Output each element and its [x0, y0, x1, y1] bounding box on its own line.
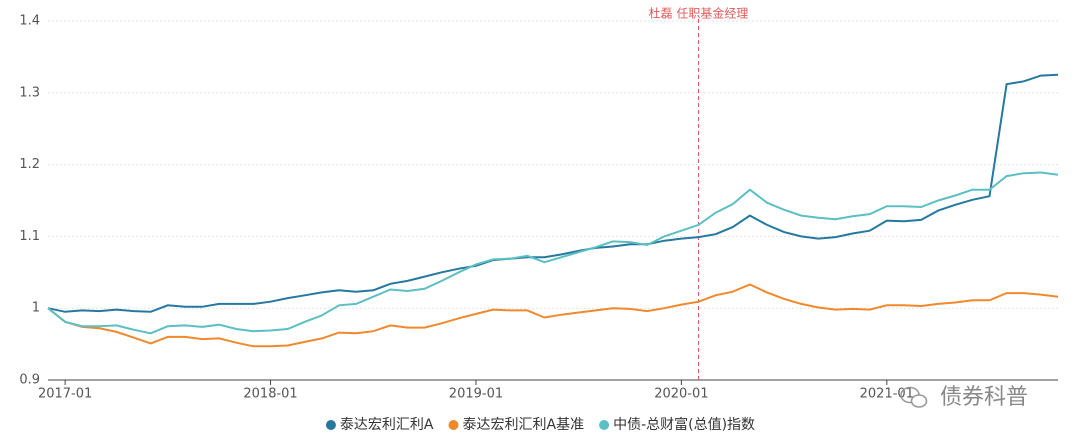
legend-swatch [325, 420, 336, 430]
annotation: 杜磊 任职基金经理 [649, 6, 749, 21]
y-tick-label: 1.2 [19, 157, 40, 172]
x-tick-label: 2018-01 [243, 387, 297, 402]
line [47, 171, 1059, 335]
y-tick-label: 1.3 [19, 85, 40, 100]
x-tick-label: 2021-01 [860, 387, 914, 402]
x-tick-label: 2019-01 [449, 387, 503, 402]
legend-label: 泰达宏利汇利A [340, 417, 434, 433]
plot: 0.9 1 1.1 1.2 1.3 1.4 2017-01 2018-01 2019-01 202… [19, 6, 1059, 433]
legend-label: 中债-总财富(总值)指数 [613, 416, 755, 433]
legend-swatch [448, 420, 459, 430]
watermark-icon [900, 386, 928, 408]
x-tick-label: 2017-01 [38, 387, 92, 402]
y-tick-label: 0.9 [19, 373, 40, 388]
y-tick-label: 1 [32, 301, 40, 316]
y-tick-label: 1.1 [19, 229, 40, 244]
watermark: 债券科普 [940, 385, 1028, 410]
x-tick-label: 2020-01 [654, 387, 708, 402]
line [47, 283, 1059, 348]
legend-swatch [599, 420, 610, 430]
legend-label: 泰达宏利汇利A基准 [463, 416, 585, 433]
line [47, 73, 1059, 313]
y-tick-label: 1.4 [19, 14, 40, 29]
legend: 泰达宏利汇利A 泰达宏利汇利A基准 中债-总财富(总值)指数 [325, 416, 755, 433]
